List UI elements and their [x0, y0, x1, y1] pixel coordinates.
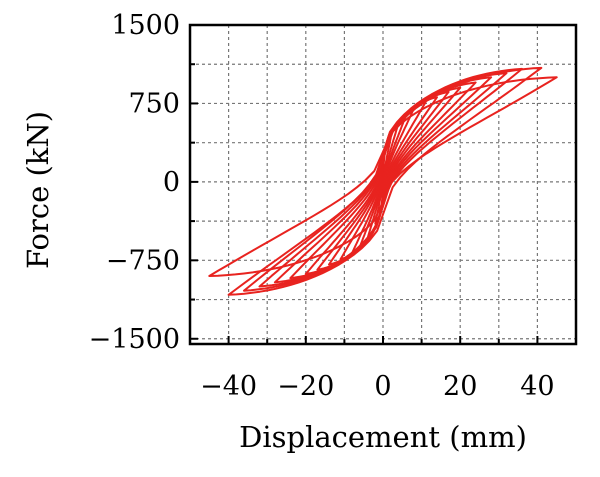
- hysteresis-loop: [208, 76, 558, 277]
- axis-ticks: [189, 24, 577, 344]
- y-tick-label: −750: [106, 245, 180, 276]
- y-tick-labels: 1500 750 0 −750 −1500: [89, 10, 180, 355]
- y-tick-label: 1500: [111, 10, 180, 41]
- x-axis-label: Displacement (mm): [239, 420, 527, 454]
- x-tick-label: 0: [374, 371, 391, 402]
- x-tick-label: −20: [277, 371, 334, 402]
- x-tick-label: 40: [520, 371, 554, 402]
- x-tick-labels: −40 −20 0 20 40: [200, 371, 554, 402]
- hysteresis-loop: [227, 66, 543, 296]
- y-tick-label: −1500: [89, 324, 180, 355]
- x-tick-label: 20: [443, 371, 477, 402]
- x-tick-label: −40: [200, 371, 257, 402]
- y-tick-label: 750: [128, 88, 180, 119]
- y-tick-label: 0: [163, 167, 180, 198]
- hysteresis-loops: [208, 66, 558, 296]
- y-axis-label: Force (kN): [21, 111, 55, 269]
